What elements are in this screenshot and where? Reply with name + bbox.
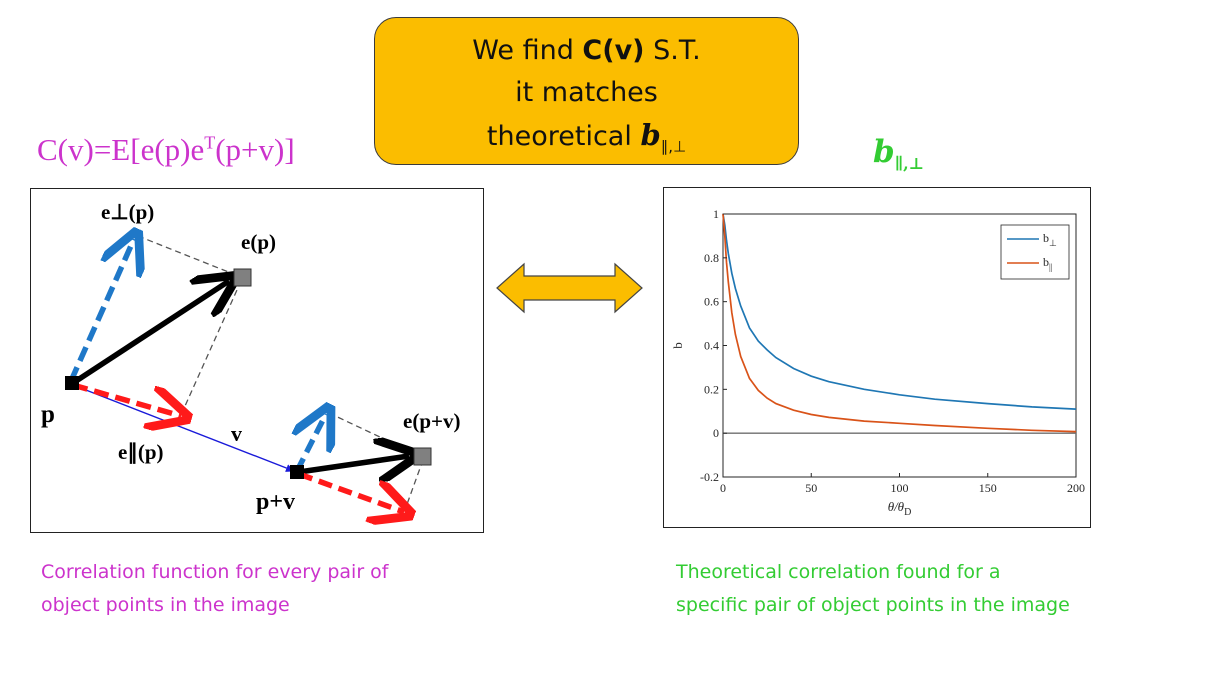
y-axis-label: b (670, 342, 685, 349)
right-caption-line-1: Theoretical correlation found for a (676, 561, 1001, 583)
label-v: v (231, 421, 242, 446)
correlation-formula: C(v)=E[e(p)eT(p+v)] (37, 132, 295, 168)
vector-diagram: e⊥(p) e(p) p v e∥(p) p+v e(p+v) (41, 200, 460, 534)
x-tick-label: 200 (1067, 481, 1085, 495)
y-tick-label: 0.2 (704, 382, 719, 396)
point-epv-square (413, 447, 432, 466)
legend-b-perp-sub: ⊥ (1049, 238, 1057, 248)
callout-b-symbol: b (640, 118, 661, 152)
x-tick-label: 0 (720, 481, 726, 495)
double-arrow-icon (496, 262, 643, 314)
left-caption-line-1: Correlation function for every pair of (41, 561, 389, 583)
y-tick-label: 0.6 (704, 295, 719, 309)
label-p: p (41, 401, 55, 428)
e-par-pv-arrow (298, 471, 404, 512)
v-vector (72, 384, 295, 472)
y-tick-label: 0.4 (704, 339, 719, 353)
left-caption: Correlation function for every pair of o… (41, 556, 389, 622)
legend-label-b-perp: b⊥ (1043, 231, 1057, 248)
y-tick-label: -0.2 (700, 470, 719, 484)
right-caption-line-2: specific pair of object points in the im… (676, 594, 1070, 616)
x-axis-label-main: θ/θ (888, 499, 905, 514)
legend-b-perp-main: b (1043, 231, 1049, 245)
label-p-plus-v: p+v (256, 489, 295, 515)
point-ep-square (233, 268, 252, 287)
construction-line (405, 459, 424, 508)
y-tick-label: 0 (713, 426, 719, 440)
x-tick-label: 50 (805, 481, 817, 495)
x-axis-label: θ/θD (888, 499, 912, 518)
formula-main: C(v)=E[e(p)e (37, 132, 205, 167)
label-e-perp-p: e⊥(p) (101, 200, 154, 224)
b-title-subscript: ∥,⊥ (894, 154, 925, 174)
callout-line-3-text: theoretical (486, 121, 641, 152)
series-b-par-line (722, 213, 1077, 433)
e-p-arrow (71, 281, 229, 386)
x-tick-label: 100 (891, 481, 909, 495)
formula-tail: (p+v)] (215, 132, 295, 167)
callout-line-2: it matches (515, 77, 658, 108)
x-tick-label: 150 (979, 481, 997, 495)
label-e-p-plus-v: e(p+v) (403, 409, 460, 433)
b-plot-panel: 0 50 100 150 200 -0.2 0 0.2 0.4 0.6 0.8 1 b θ/θD b⊥… (663, 187, 1091, 528)
callout-st: S.T. (644, 35, 701, 66)
callout-cv: C(v) (582, 35, 645, 66)
legend-box (1000, 224, 1070, 280)
series-b-perp-line (722, 213, 1077, 410)
callout-line-3: theoretical b∥,⊥ (375, 114, 798, 167)
point-pv-square (290, 465, 304, 479)
legend-b-par-sub: || (1049, 262, 1053, 272)
construction-line (180, 280, 242, 416)
b-title-symbol: b (873, 134, 895, 170)
right-caption: Theoretical correlation found for a spec… (676, 556, 1070, 622)
b-chart: 0 50 100 150 200-0.200.20.40.60.81 b θ/θD b⊥… (670, 207, 1085, 518)
left-caption-line-2: object points in the image (41, 594, 290, 616)
e-par-p-arrow (72, 382, 181, 416)
callout-line-1: We find C(v) S.T. (375, 30, 798, 72)
e-pv-arrow (298, 456, 409, 472)
label-e-par-p: e∥(p) (118, 440, 164, 464)
construction-line (137, 235, 242, 278)
b-title: b∥,⊥ (873, 134, 924, 173)
vector-diagram-panel: e⊥(p) e(p) p v e∥(p) p+v e(p+v) (30, 188, 484, 533)
callout-line-1-text: We find (472, 35, 583, 66)
x-axis-label-sub: D (904, 507, 911, 518)
legend-b-par-main: b (1043, 255, 1049, 269)
e-perp-p-arrow (68, 239, 134, 383)
legend-label-b-par: b|| (1043, 255, 1053, 272)
formula-sup: T (204, 132, 216, 153)
chart-legend: b⊥ b|| (1000, 224, 1070, 280)
callout-b-subscript: ∥,⊥ (660, 137, 687, 156)
y-tick-label: 1 (713, 207, 719, 221)
point-p-square (65, 376, 79, 390)
callout-box: We find C(v) S.T. it matches theoretical… (374, 17, 799, 165)
y-tick-label: 0.8 (704, 251, 719, 265)
label-e-p: e(p) (241, 230, 276, 254)
e-perp-pv-arrow (297, 414, 326, 473)
